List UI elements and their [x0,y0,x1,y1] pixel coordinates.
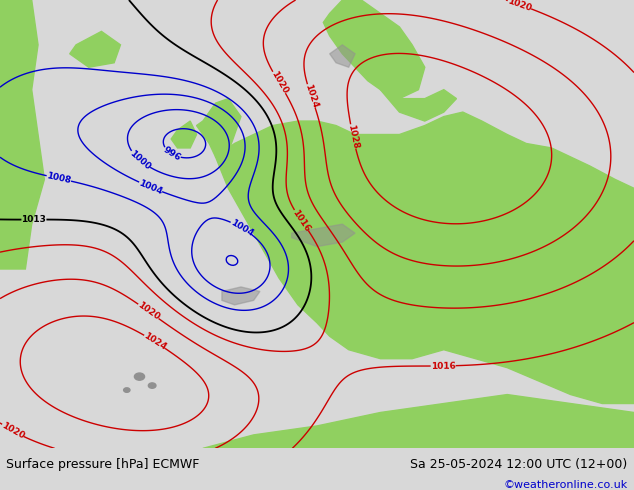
Text: 1028: 1028 [346,123,360,149]
Text: 1020: 1020 [507,0,533,13]
Text: 1004: 1004 [138,178,164,196]
Polygon shape [222,287,260,305]
Polygon shape [292,224,355,246]
Text: 1000: 1000 [127,148,152,172]
Text: 1020: 1020 [0,421,26,441]
Text: 1004: 1004 [229,218,255,238]
Polygon shape [330,45,355,67]
Text: 1008: 1008 [46,172,72,186]
Text: 1024: 1024 [303,83,320,109]
Polygon shape [203,394,634,448]
Text: 1020: 1020 [136,300,161,322]
Circle shape [124,388,130,392]
Circle shape [134,373,145,380]
Polygon shape [216,112,634,404]
Text: ©weatheronline.co.uk: ©weatheronline.co.uk [503,480,628,490]
Text: 996: 996 [161,145,182,163]
Polygon shape [0,0,44,269]
Text: 1020: 1020 [269,70,289,96]
Polygon shape [380,90,456,121]
Text: 1013: 1013 [22,215,46,224]
Polygon shape [70,31,120,67]
Text: 1016: 1016 [290,208,312,233]
Polygon shape [171,121,197,148]
Circle shape [148,383,156,388]
Polygon shape [323,0,425,98]
Polygon shape [197,98,241,157]
Text: Sa 25-05-2024 12:00 UTC (12+00): Sa 25-05-2024 12:00 UTC (12+00) [410,458,628,471]
Text: 1024: 1024 [142,331,168,352]
Text: 1016: 1016 [430,361,456,370]
Text: Surface pressure [hPa] ECMWF: Surface pressure [hPa] ECMWF [6,458,200,471]
